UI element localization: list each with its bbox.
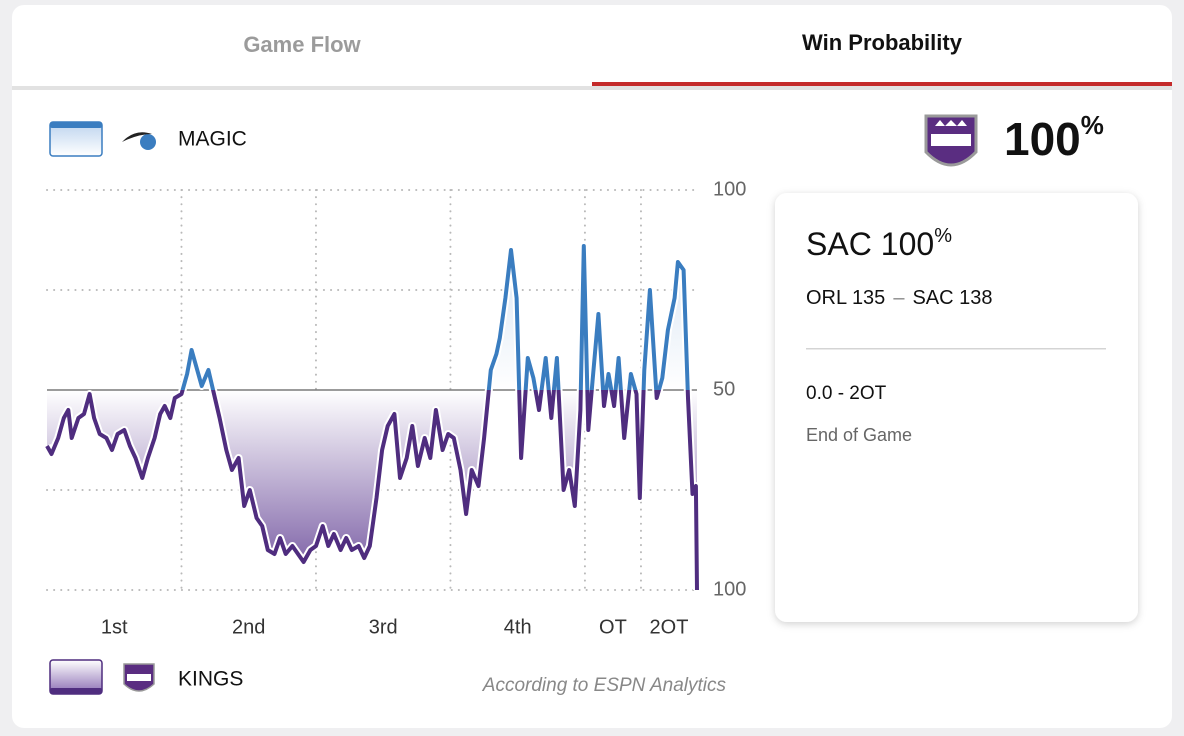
unit: % bbox=[1081, 110, 1104, 140]
magic-swatch-top bbox=[50, 122, 102, 128]
y-tick-label: 50 bbox=[713, 378, 735, 400]
status: End of Game bbox=[806, 425, 912, 445]
magic-logo bbox=[122, 132, 156, 150]
unit: % bbox=[934, 225, 952, 247]
divider bbox=[806, 348, 1106, 350]
magic-line bbox=[180, 244, 690, 390]
footnote: According to ESPN Analytics bbox=[482, 675, 727, 696]
value: 100 bbox=[881, 226, 934, 262]
tab[interactable]: Game Flow bbox=[243, 32, 361, 57]
kings-logo bbox=[123, 663, 155, 692]
x-tick-label: 2OT bbox=[650, 616, 689, 638]
tab-shadow bbox=[12, 86, 1172, 90]
away-score: ORL 135 bbox=[806, 287, 885, 309]
kings-line bbox=[45, 390, 699, 591]
info-card bbox=[775, 193, 1138, 622]
value: 100 bbox=[1004, 113, 1081, 165]
clock: 0.0 - 2OT bbox=[806, 383, 887, 404]
legend-label: MAGIC bbox=[178, 128, 247, 151]
team: SAC bbox=[806, 226, 872, 262]
x-tick-label: 1st bbox=[101, 616, 128, 638]
y-tick-label: 100 bbox=[713, 578, 746, 600]
x-tick-label: 3rd bbox=[369, 616, 398, 638]
kings-area bbox=[47, 390, 697, 590]
separator: – bbox=[893, 287, 905, 309]
plot: 100 50 100 1st 2nd 3rd 4th OT 2OT bbox=[43, 178, 746, 638]
kings-logo-large bbox=[924, 114, 978, 167]
x-tick-label: 2nd bbox=[232, 616, 265, 638]
card-title: SAC 100% bbox=[806, 225, 952, 262]
x-tick-label: OT bbox=[599, 616, 627, 638]
tab-underline bbox=[592, 82, 1172, 86]
kings-swatch-bottom bbox=[50, 688, 102, 694]
score: ORL 135– SAC 138 bbox=[806, 287, 993, 309]
x-tick-label: 4th bbox=[504, 616, 532, 638]
legend-label: KINGS bbox=[178, 668, 243, 691]
tab-active[interactable]: Win Probability bbox=[802, 30, 963, 55]
y-tick-label: 100 bbox=[713, 178, 746, 200]
home-score: SAC 138 bbox=[912, 287, 992, 309]
winner-probability: 100% bbox=[1004, 110, 1104, 165]
